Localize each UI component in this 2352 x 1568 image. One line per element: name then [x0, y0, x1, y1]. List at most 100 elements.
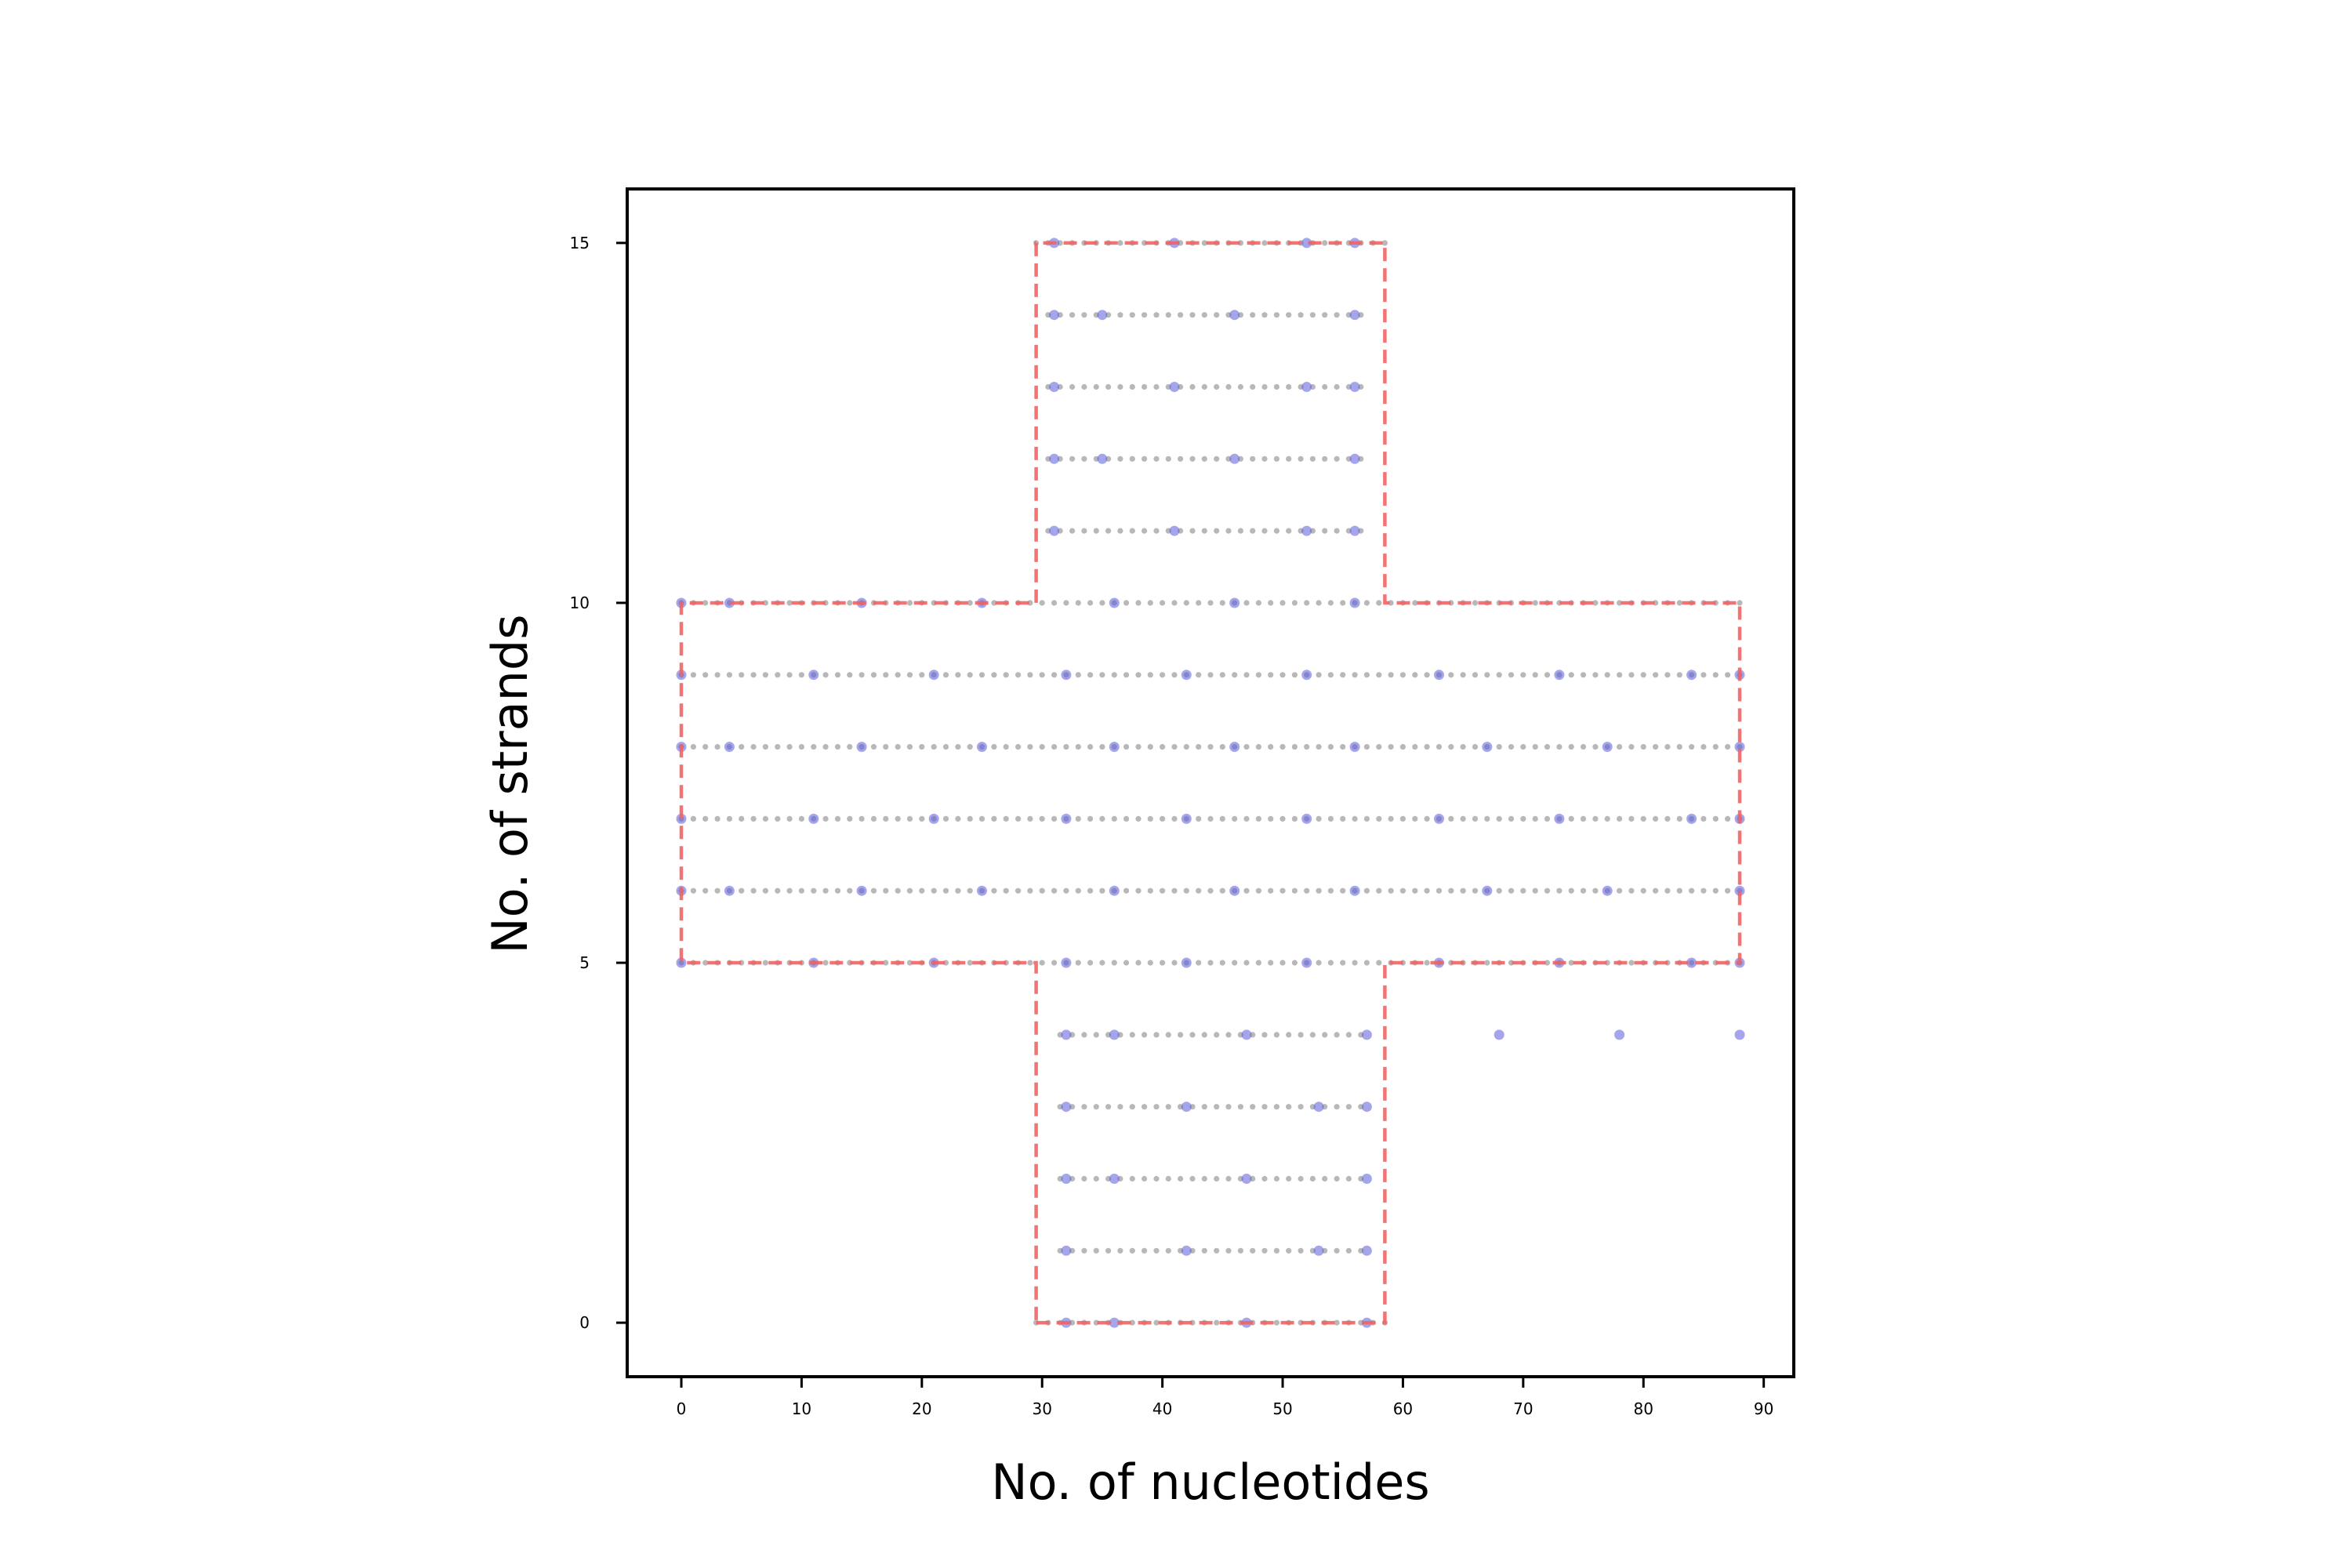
nucleotide-dot: [1250, 1104, 1256, 1110]
nucleotide-dot: [1201, 1104, 1207, 1110]
nucleotide-dot: [750, 672, 757, 678]
nucleotide-dot: [895, 887, 901, 894]
nucleotide-dot: [1003, 815, 1009, 822]
nucleotide-dot: [1316, 960, 1322, 966]
nucleotide-dot: [919, 815, 925, 822]
nucleotide-dot: [1063, 744, 1069, 750]
nucleotide-dot: [739, 887, 745, 894]
nucleotide-dot: [1255, 672, 1261, 678]
nucleotide-dot: [1147, 960, 1153, 966]
nucleotide-dot: [1334, 1032, 1340, 1038]
nucleotide-dot: [1160, 672, 1166, 678]
nucleotide-dot: [1327, 887, 1334, 894]
y-axis-ticks: 0 5 10 15: [570, 234, 627, 1332]
nucleotide-dot: [1123, 887, 1130, 894]
nucleotide-dot: [739, 744, 745, 750]
nucleotide-dot: [822, 960, 829, 966]
nucleotide-dot: [1304, 744, 1310, 750]
nucleotide-dot: [786, 744, 793, 750]
nucleotide-dot: [811, 887, 817, 894]
crossover-point: [808, 813, 819, 824]
nucleotide-dot: [1352, 815, 1358, 822]
crossover-point: [1061, 1174, 1072, 1184]
nucleotide-dot: [775, 672, 781, 678]
nucleotide-dot: [1093, 1104, 1099, 1110]
nucleotide-dot: [1424, 815, 1430, 822]
nucleotide-dot: [1075, 960, 1081, 966]
nucleotide-dot: [1015, 815, 1022, 822]
nucleotide-dot: [931, 744, 937, 750]
plot-frame: [626, 187, 1795, 1378]
crossover-point: [1554, 670, 1565, 681]
nucleotide-dot: [1069, 456, 1076, 462]
nucleotide-dot: [1298, 1175, 1304, 1182]
nucleotide-dot: [883, 960, 889, 966]
nucleotide-dot: [1225, 1175, 1232, 1182]
nucleotide-dot: [1376, 887, 1382, 894]
nucleotide-dot: [1153, 1319, 1160, 1326]
x-tick-label: 10: [792, 1399, 811, 1418]
nucleotide-dot: [1123, 815, 1130, 822]
nucleotide-dot: [1069, 528, 1076, 534]
nucleotide-dot: [1520, 815, 1526, 822]
nucleotide-dot: [786, 815, 793, 822]
nucleotide-dot: [1201, 456, 1207, 462]
nucleotide-dot: [762, 744, 769, 750]
nucleotide-dot: [1286, 312, 1292, 318]
nucleotide-dot: [1340, 960, 1346, 966]
nucleotide-dot: [1676, 887, 1682, 894]
nucleotide-dot: [1700, 672, 1707, 678]
nucleotide-dot: [1117, 528, 1123, 534]
nucleotide-dot: [1628, 960, 1635, 966]
nucleotide-dot: [1142, 1032, 1148, 1038]
nucleotide-dot: [1412, 887, 1418, 894]
nucleotide-dot: [1334, 456, 1340, 462]
nucleotide-dot: [1334, 312, 1340, 318]
nucleotide-dot: [786, 672, 793, 678]
nucleotide-dot: [1214, 1175, 1220, 1182]
nucleotide-dot: [1117, 240, 1123, 246]
crossover-point: [977, 885, 987, 896]
crossover-point: [1109, 1317, 1120, 1328]
crossover-point: [1349, 597, 1360, 608]
nucleotide-dot: [1219, 672, 1225, 678]
nucleotide-dot: [1165, 456, 1171, 462]
nucleotide-dot: [1015, 672, 1022, 678]
nucleotide-dot: [1069, 383, 1076, 390]
nucleotide-dot: [1327, 960, 1334, 966]
nucleotide-dot: [1592, 815, 1599, 822]
nucleotide-dot: [1399, 744, 1406, 750]
nucleotide-dot: [1436, 887, 1443, 894]
nucleotide-dot: [1628, 887, 1635, 894]
nucleotide-dot: [714, 815, 720, 822]
nucleotide-dot: [1201, 1175, 1207, 1182]
nucleotide-dot: [1075, 744, 1081, 750]
nucleotide-dot: [1291, 887, 1298, 894]
nucleotide-dot: [1051, 887, 1058, 894]
nucleotide-dot: [1334, 1104, 1340, 1110]
nucleotide-dot: [1664, 887, 1671, 894]
nucleotide-dot: [1129, 1247, 1135, 1254]
nucleotide-dot: [1099, 744, 1105, 750]
crossover-point: [1482, 885, 1493, 896]
nucleotide-dot: [834, 887, 841, 894]
nucleotide-dot: [1178, 312, 1184, 318]
nucleotide-dot: [1189, 1032, 1196, 1038]
nucleotide-dot: [1237, 383, 1243, 390]
nucleotide-dot: [1142, 312, 1148, 318]
crossover-point: [1686, 957, 1697, 968]
nucleotide-dot: [1111, 815, 1117, 822]
nucleotide-dot: [1268, 887, 1274, 894]
nucleotide-dot: [1472, 600, 1479, 606]
nucleotide-dot: [1129, 383, 1135, 390]
nucleotide-dot: [1111, 960, 1117, 966]
nucleotide-dot: [1617, 672, 1623, 678]
nucleotide-dot: [1214, 1247, 1220, 1254]
y-tick-label: 10: [570, 593, 590, 612]
crossover-point: [1181, 1102, 1192, 1112]
crossover-point: [1061, 670, 1072, 681]
nucleotide-dot: [1532, 887, 1538, 894]
nucleotide-dot: [1604, 672, 1610, 678]
nucleotide-dot: [834, 744, 841, 750]
nucleotide-dot: [1093, 383, 1099, 390]
